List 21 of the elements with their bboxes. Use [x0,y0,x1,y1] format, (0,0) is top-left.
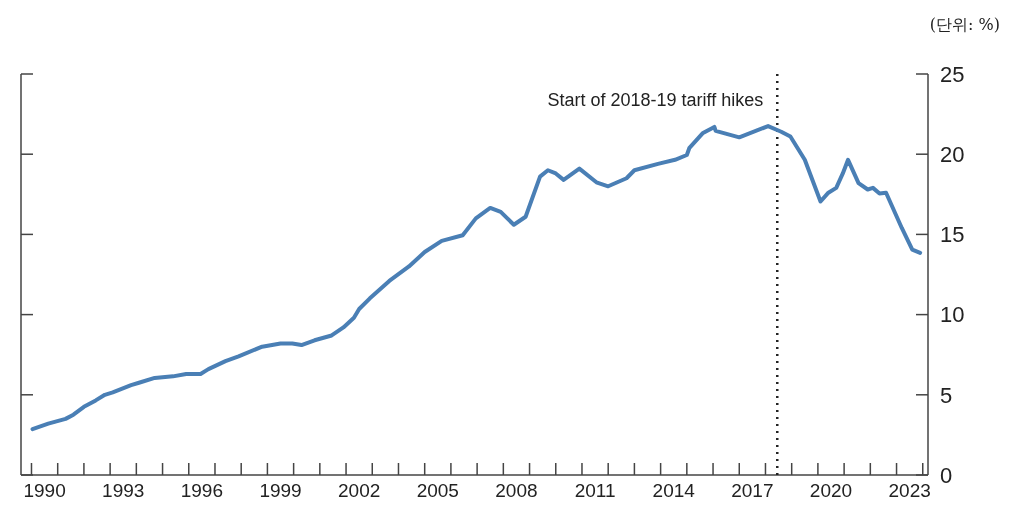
text: (단위: %) [929,15,1000,34]
line-series [30,124,923,432]
x-tick-label: 1999 [259,480,302,501]
x-tick-label: 2011 [574,480,616,501]
x-tick-label: 1990 [23,480,66,501]
y-tick-label: 20 [940,141,965,167]
ref-line-label: Start of 2018-19 tariff hikes [547,90,764,110]
y-tick-label: 0 [940,462,953,488]
y-tick-label: 10 [940,302,965,328]
x-tick-label: 2023 [888,480,931,501]
x-tick-label: 2017 [731,480,774,501]
x-tick-label: 2014 [652,480,696,501]
y-tick-label: 5 [940,382,953,408]
x-tick-label: 2020 [809,480,853,501]
x-tick-label: 1993 [102,480,145,501]
x-tick-label: 2002 [338,480,381,501]
x-tick-label: 1996 [180,480,224,501]
x-tick-label: 2005 [416,480,459,501]
y-tick-label: 25 [940,61,965,87]
x-tick-label: 2008 [495,480,538,501]
y-tick-label: 15 [940,222,965,248]
